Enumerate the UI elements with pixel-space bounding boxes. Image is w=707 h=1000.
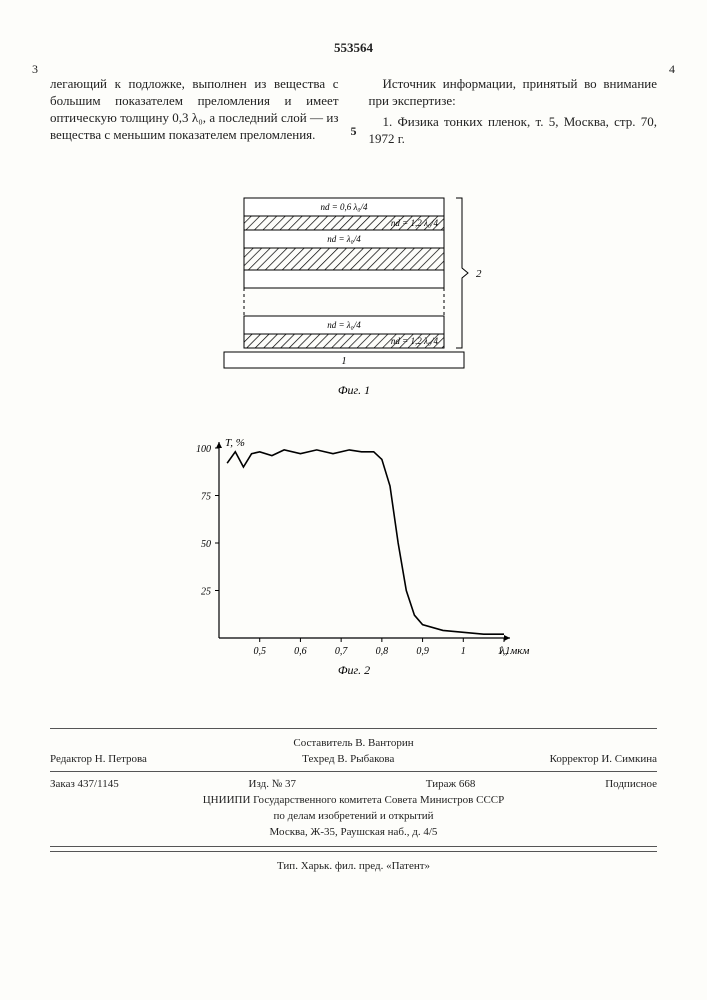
svg-text:nd = λ₀/4: nd = λ₀/4: [327, 234, 361, 244]
footer-editor: Редактор Н. Петрова: [50, 753, 147, 765]
svg-text:50: 50: [201, 539, 211, 550]
left-text: легающий к подложке, выполнен из веществ…: [50, 76, 339, 142]
svg-text:λ, мкм: λ, мкм: [499, 645, 529, 657]
footer-org2: по делам изобретений и открытий: [50, 808, 657, 824]
figure-1: nd = 0,6 λ₀/4 nd = 1,2 λ₀/4 nd = λ₀/4 nd = …: [204, 178, 504, 398]
left-column: 3 легающий к подложке, выполнен из вещес…: [50, 76, 339, 148]
svg-text:1: 1: [341, 356, 346, 367]
footer-signed: Подписное: [605, 778, 657, 790]
footer-compiler: Составитель В. Ванторин: [50, 735, 657, 751]
svg-text:nd = λ₀/4: nd = λ₀/4: [327, 320, 361, 330]
figure-2: 2550751000,50,60,70,80,911,1T, %λ, мкмФи…: [174, 428, 534, 678]
svg-text:Фиг. 1: Фиг. 1: [337, 383, 369, 397]
col-num-right: 4: [669, 62, 675, 78]
figures: nd = 0,6 λ₀/4 nd = 1,2 λ₀/4 nd = λ₀/4 nd = …: [50, 178, 657, 678]
svg-text:100: 100: [196, 444, 211, 455]
footer-techred: Техред В. Рыбакова: [302, 753, 394, 765]
svg-text:nd = 1,2 λ₀/4: nd = 1,2 λ₀/4: [390, 218, 438, 228]
footer-izd: Изд. № 37: [249, 778, 296, 790]
text-columns: 3 легающий к подложке, выполнен из вещес…: [50, 76, 657, 148]
line-marker: 5: [351, 124, 357, 140]
svg-text:nd = 1,2 λ₀/4: nd = 1,2 λ₀/4: [390, 336, 438, 346]
footer-org1: ЦНИИПИ Государственного комитета Совета …: [50, 792, 657, 808]
footer-addr: Москва, Ж-35, Раушская наб., д. 4/5: [50, 824, 657, 840]
right-text-1: Источник информации, принятый во вни­ман…: [369, 76, 658, 110]
footer-corrector: Корректор И. Симкина: [550, 753, 657, 765]
svg-text:2: 2: [476, 268, 482, 280]
footer-tirage: Тираж 668: [426, 778, 476, 790]
svg-text:0,9: 0,9: [416, 646, 429, 657]
svg-text:T, %: T, %: [225, 437, 245, 449]
svg-text:Фиг. 2: Фиг. 2: [337, 663, 369, 677]
svg-text:nd = 0,6 λ₀/4: nd = 0,6 λ₀/4: [320, 202, 368, 212]
col-num-left: 3: [32, 62, 38, 78]
svg-text:0,7: 0,7: [334, 646, 348, 657]
svg-text:0,5: 0,5: [253, 646, 266, 657]
patent-number: 553564: [50, 40, 657, 56]
footer-block: Составитель В. Ванторин Редактор Н. Петр…: [50, 728, 657, 847]
svg-text:0,6: 0,6: [294, 646, 307, 657]
footer-tip: Тип. Харьк. фил. пред. «Патент»: [50, 860, 657, 872]
svg-text:25: 25: [201, 586, 211, 597]
svg-text:0,8: 0,8: [375, 646, 388, 657]
svg-text:75: 75: [201, 491, 211, 502]
svg-text:1: 1: [460, 646, 465, 657]
footer-order: Заказ 437/1145: [50, 778, 119, 790]
right-text-2: 1. Физика тонких пленок, т. 5, Москва, с…: [369, 114, 658, 148]
right-column: 4 Источник информации, принятый во вни­м…: [369, 76, 658, 148]
